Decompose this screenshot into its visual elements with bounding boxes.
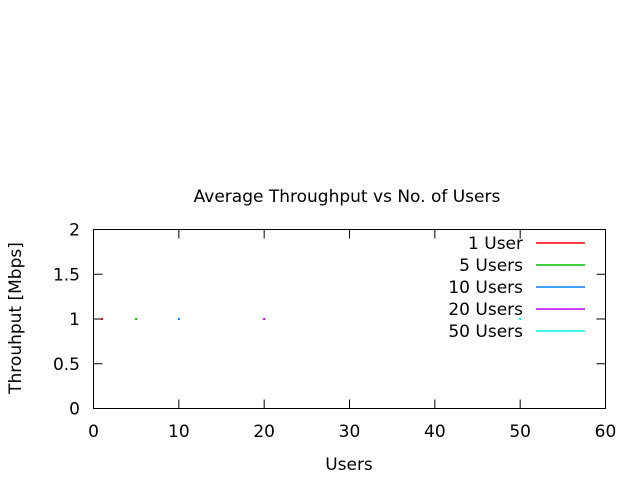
legend-label: 20 Users [448,300,523,320]
x-tick-label: 10 [168,422,190,442]
x-tick-label: 40 [424,422,446,442]
chart-title: Average Throughput vs No. of Users [194,187,501,207]
x-tick-label: 60 [595,422,617,442]
legend-label: 1 User [468,234,523,254]
x-tick-label: 0 [88,422,99,442]
y-axis: 0 0.5 1 1.5 2 [53,221,606,420]
x-tick-label: 20 [253,422,275,442]
y-tick-label: 1.5 [53,265,80,285]
y-axis-label: Throuhput [Mbps] [6,242,26,395]
legend-label: 50 Users [448,322,523,342]
x-tick-label: 30 [339,422,361,442]
legend-label: 10 Users [448,278,523,298]
y-tick-label: 0 [69,400,80,420]
x-tick-label: 50 [509,422,531,442]
plot-frame [93,229,606,409]
y-tick-label: 1 [69,310,80,330]
y-tick-label: 0.5 [53,355,80,375]
x-axis: 0 10 20 30 40 50 60 [88,229,617,442]
x-axis-label: Users [325,455,373,475]
y-tick-label: 2 [69,221,80,241]
plot-area [93,229,606,409]
legend-label: 5 Users [459,256,523,276]
